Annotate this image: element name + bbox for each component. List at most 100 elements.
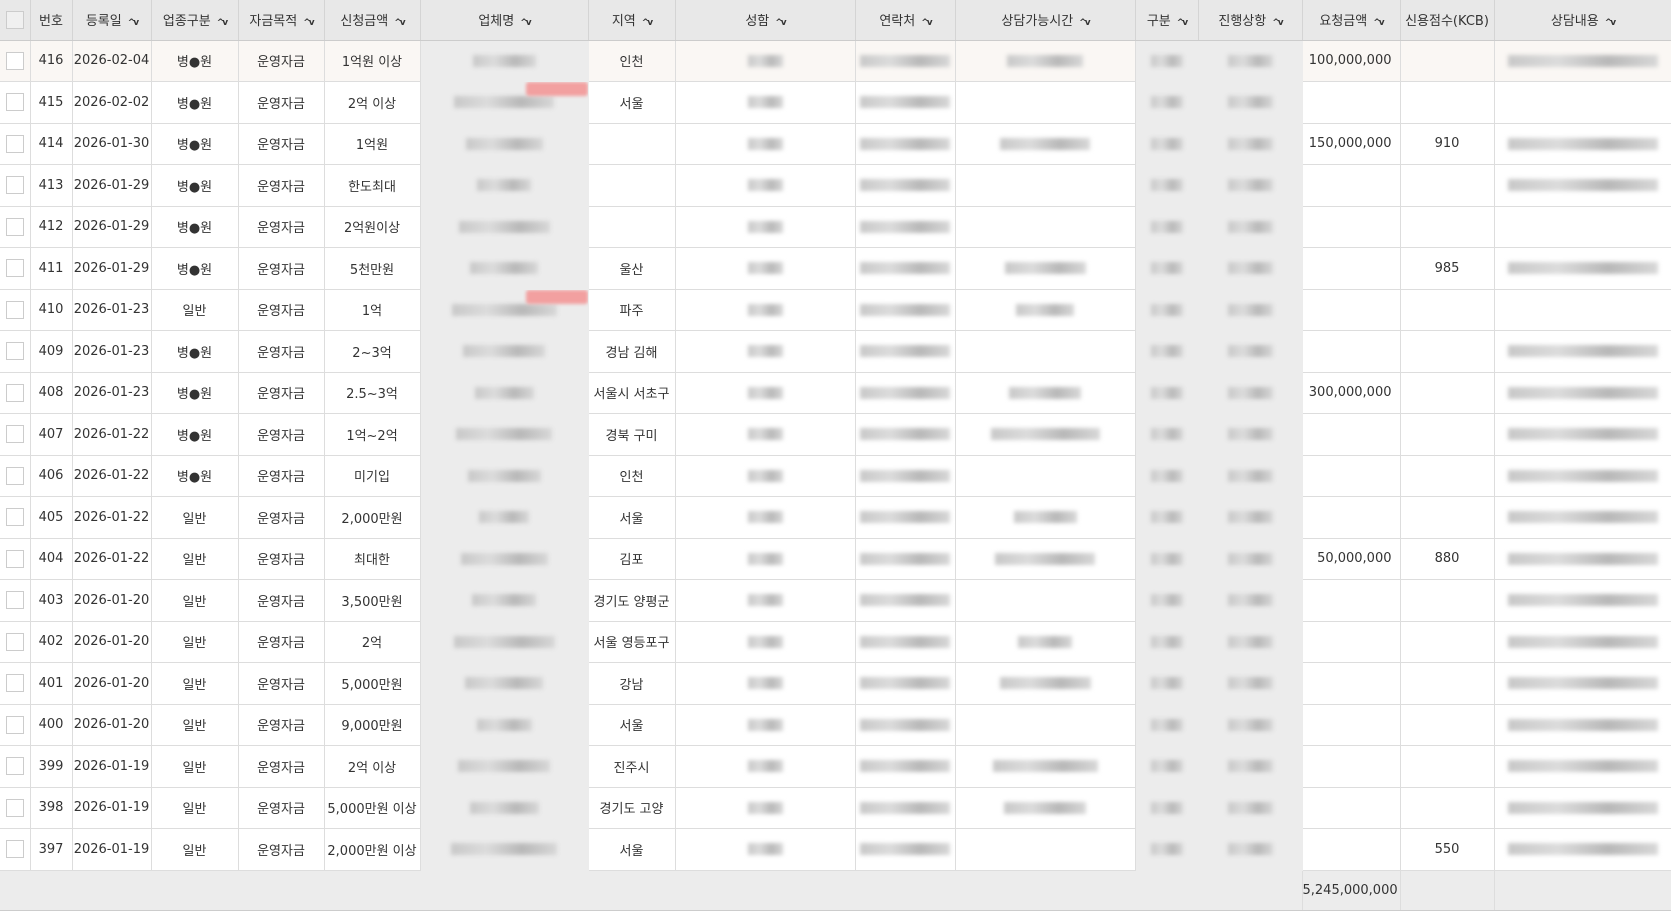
row-checkbox[interactable] [5, 342, 24, 361]
row-checkbox-cell[interactable] [0, 455, 31, 497]
column-header[interactable]: 성함 ^v [675, 0, 856, 41]
table-row[interactable]: 400 2026-01-20 일반 운영자금 9,000만원 서울 [0, 704, 1671, 746]
column-header[interactable]: 번호 [30, 0, 73, 41]
table-row[interactable]: 413 2026-01-29 병●원 운영자금 한도최대 [0, 164, 1671, 207]
column-header[interactable]: 신용점수(KCB) [1400, 0, 1495, 41]
table-row[interactable]: 401 2026-01-20 일반 운영자금 5,000만원 강남 [0, 662, 1671, 705]
chevron-up-down-icon[interactable]: ^v [1079, 18, 1091, 29]
row-checkbox-cell[interactable] [0, 496, 31, 539]
table-row[interactable]: 398 2026-01-19 일반 운영자금 5,000만원 이상 경기도 고양 [0, 787, 1671, 829]
row-checkbox[interactable] [5, 217, 24, 236]
row-checkbox[interactable] [5, 93, 24, 112]
table-row[interactable]: 399 2026-01-19 일반 운영자금 2억 이상 진주시 [0, 745, 1671, 788]
chevron-up-down-icon[interactable]: ^v [303, 18, 315, 29]
footer-credit-empty [1400, 870, 1495, 911]
chevron-up-down-icon[interactable]: ^v [1373, 18, 1385, 29]
column-label: 신용점수(KCB) [1405, 14, 1489, 30]
column-header[interactable]: 요청금액 ^v [1302, 0, 1401, 41]
row-checkbox[interactable] [5, 466, 24, 485]
table-row[interactable]: 412 2026-01-29 병●원 운영자금 2억원이상 [0, 206, 1671, 248]
row-checkbox[interactable] [5, 715, 24, 734]
chevron-up-down-icon[interactable]: ^v [127, 18, 140, 29]
row-checkbox[interactable] [5, 176, 24, 195]
chevron-up-down-icon[interactable]: ^v [1272, 18, 1284, 29]
row-checkbox-cell[interactable] [0, 123, 31, 165]
row-checkbox[interactable] [5, 632, 24, 651]
table-row[interactable]: 404 2026-01-22 일반 운영자금 최대한 김포 50,000,000… [0, 538, 1671, 580]
row-checkbox-cell[interactable] [0, 247, 31, 290]
chevron-up-down-icon[interactable]: ^v [1604, 18, 1617, 29]
table-row[interactable]: 397 2026-01-19 일반 운영자금 2,000만원 이상 서울 550 [0, 828, 1671, 871]
table-row[interactable]: 407 2026-01-22 병●원 운영자금 1억~2억 경북 구미 [0, 413, 1671, 456]
table-row[interactable]: 408 2026-01-23 병●원 운영자금 2.5~3억 서울시 서초구 3… [0, 372, 1671, 414]
row-checkbox-cell[interactable] [0, 164, 31, 207]
requested-amount [1302, 164, 1401, 207]
column-header[interactable]: 지역 ^v [588, 0, 676, 41]
row-checkbox[interactable] [5, 300, 24, 319]
row-checkbox-cell[interactable] [0, 787, 31, 829]
chevron-up-down-icon[interactable]: ^v [641, 18, 654, 29]
row-checkbox[interactable] [5, 425, 24, 444]
chevron-up-down-icon[interactable]: ^v [394, 18, 406, 29]
row-checkbox[interactable] [5, 51, 24, 70]
chevron-up-down-icon[interactable]: ^v [775, 18, 787, 29]
chevron-up-down-icon[interactable]: ^v [216, 18, 229, 29]
column-header[interactable]: 자금목적 ^v [238, 0, 325, 41]
row-checkbox-cell[interactable] [0, 538, 31, 580]
row-checkbox-cell[interactable] [0, 662, 31, 705]
select-all-checkbox[interactable] [5, 10, 24, 29]
table-row[interactable]: 410 2026-01-23 일반 운영자금 1억 파주 [0, 289, 1671, 331]
row-checkbox-cell[interactable] [0, 81, 31, 124]
row-checkbox[interactable] [5, 798, 24, 817]
column-header[interactable]: 등록일 ^v [72, 0, 152, 41]
column-header[interactable]: 업체명 ^v [420, 0, 589, 41]
row-checkbox-cell[interactable] [0, 372, 31, 414]
select-all-header[interactable] [0, 0, 31, 41]
column-header[interactable]: 구분 ^v [1135, 0, 1199, 41]
row-checkbox[interactable] [5, 591, 24, 610]
row-checkbox-cell[interactable] [0, 828, 31, 871]
redacted-text [860, 386, 950, 399]
column-header[interactable]: 연락처 ^v [855, 0, 956, 41]
column-header[interactable]: 상담가능시간 ^v [955, 0, 1136, 41]
row-checkbox[interactable] [5, 840, 24, 859]
redacted-text [1227, 469, 1273, 482]
requested-amount [1302, 81, 1401, 124]
credit-score [1400, 496, 1495, 539]
table-row[interactable]: 416 2026-02-04 병●원 운영자금 1억원 이상 인천 100,00… [0, 40, 1671, 82]
row-checkbox-cell[interactable] [0, 621, 31, 663]
row-checkbox[interactable] [5, 383, 24, 402]
table-row[interactable]: 403 2026-01-20 일반 운영자금 3,500만원 경기도 양평군 [0, 579, 1671, 622]
table-row[interactable]: 414 2026-01-30 병●원 운영자금 1억원 150,000,000 … [0, 123, 1671, 165]
row-checkbox[interactable] [5, 508, 24, 527]
row-checkbox[interactable] [5, 674, 24, 693]
table-row[interactable]: 409 2026-01-23 병●원 운영자금 2~3억 경남 김해 [0, 330, 1671, 373]
column-header[interactable]: 업종구분 ^v [151, 0, 239, 41]
row-checkbox[interactable] [5, 757, 24, 776]
table-row[interactable]: 411 2026-01-29 병●원 운영자금 5천만원 울산 985 [0, 247, 1671, 290]
row-checkbox-cell[interactable] [0, 579, 31, 622]
row-checkbox-cell[interactable] [0, 413, 31, 456]
table-row[interactable]: 405 2026-01-22 일반 운영자금 2,000만원 서울 [0, 496, 1671, 539]
credit-score: 985 [1400, 247, 1495, 290]
column-header[interactable]: 상담내용 ^v [1494, 0, 1671, 41]
chevron-up-down-icon[interactable]: ^v [921, 18, 933, 29]
table-row[interactable]: 415 2026-02-02 병●원 운영자금 2억 이상 서울 [0, 81, 1671, 124]
chevron-up-down-icon[interactable]: ^v [1176, 18, 1189, 29]
row-checkbox-cell[interactable] [0, 40, 31, 82]
row-checkbox[interactable] [5, 259, 24, 278]
row-checkbox-cell[interactable] [0, 745, 31, 788]
chevron-up-down-icon[interactable]: ^v [520, 18, 532, 29]
row-checkbox-cell[interactable] [0, 289, 31, 331]
column-header[interactable]: 진행상항 ^v [1198, 0, 1303, 41]
row-checkbox-cell[interactable] [0, 704, 31, 746]
row-checkbox-cell[interactable] [0, 206, 31, 248]
redacted-cell [955, 40, 1136, 82]
company-name-redacted [420, 413, 589, 456]
row-checkbox-cell[interactable] [0, 330, 31, 373]
row-checkbox[interactable] [5, 134, 24, 153]
table-row[interactable]: 402 2026-01-20 일반 운영자금 2억 서울 영등포구 [0, 621, 1671, 663]
column-header[interactable]: 신청금액 ^v [324, 0, 421, 41]
table-row[interactable]: 406 2026-01-22 병●원 운영자금 미기입 인천 [0, 455, 1671, 497]
row-checkbox[interactable] [5, 549, 24, 568]
